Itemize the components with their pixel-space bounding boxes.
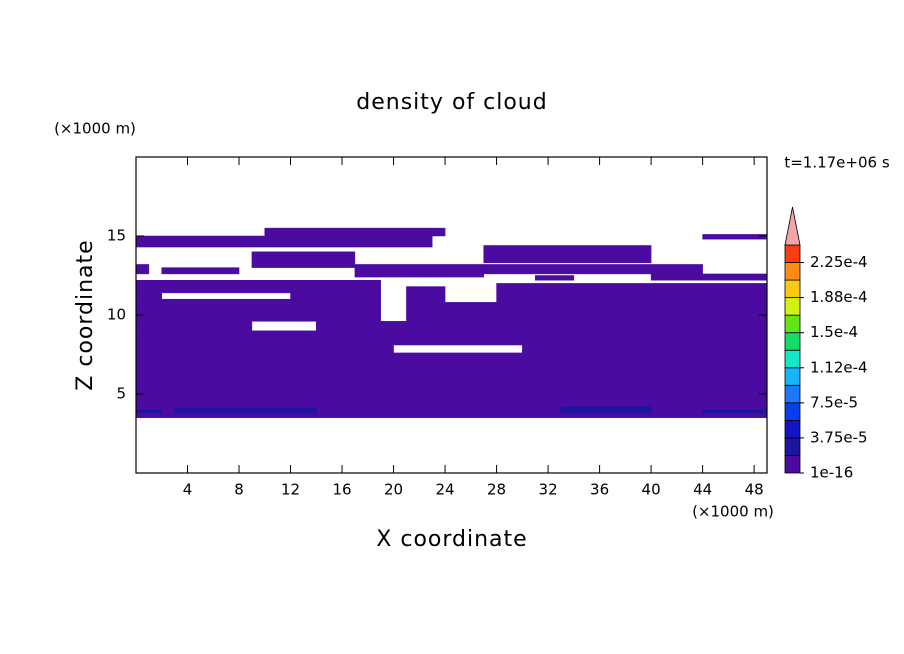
colorbar-tick-label: 1e-16	[810, 464, 853, 482]
cloud-region	[560, 406, 652, 414]
x-tick-label: 12	[281, 481, 300, 499]
cloud-region	[316, 321, 768, 332]
y-tick-label: 5	[116, 385, 126, 403]
x-tick-label: 20	[384, 481, 403, 499]
cloud-region	[135, 264, 150, 275]
colorbar-tick-label: 7.5e-5	[810, 393, 858, 411]
x-tick-label: 16	[332, 481, 351, 499]
y-tick-label: 10	[107, 306, 126, 324]
cloud-region	[135, 298, 381, 322]
cloud-region	[174, 407, 317, 414]
colorbar-segment	[784, 279, 801, 299]
cloud-region	[161, 267, 240, 275]
cloud-region	[702, 234, 768, 240]
colorbar-segment	[784, 297, 801, 316]
cloud-region	[534, 275, 575, 281]
colorbar-tick-label: 2.25e-4	[810, 253, 868, 271]
x-tick-label: 4	[183, 481, 193, 499]
colorbar-segment	[784, 367, 801, 386]
cloud-region	[135, 321, 253, 332]
colorbar-tick-label: 1.88e-4	[810, 288, 868, 306]
chart-title: density of cloud	[356, 90, 547, 115]
x-tick-label: 44	[693, 481, 712, 499]
x-unit: (×1000 m)	[692, 503, 774, 521]
cloud-region	[496, 283, 768, 322]
cloud-region	[290, 292, 381, 300]
cloud-region	[406, 286, 446, 322]
colorbar-tick-label: 1.5e-4	[810, 323, 858, 341]
cloud-region	[135, 279, 381, 294]
cloud-region	[135, 344, 394, 354]
colorbar-segment	[784, 314, 801, 334]
x-tick-label: 24	[436, 481, 455, 499]
colorbar-segment	[784, 402, 801, 421]
cloud-region	[264, 227, 446, 237]
cloud-region	[251, 251, 356, 268]
x-tick-label: 28	[487, 481, 506, 499]
cloud-region	[354, 264, 484, 278]
cloud-region	[135, 330, 768, 346]
colorbar-segment	[784, 455, 801, 474]
cloud-region	[483, 264, 703, 275]
y-axis-label: Z coordinate	[73, 239, 98, 390]
x-tick-label: 8	[234, 481, 244, 499]
cloud-region	[444, 302, 497, 322]
colorbar-tick-label: 1.12e-4	[810, 358, 868, 376]
cloud-region	[702, 409, 768, 414]
cloud-region	[135, 292, 163, 300]
x-tick-label: 32	[539, 481, 558, 499]
colorbar-segment	[784, 384, 801, 404]
time-label: t=1.17e+06 s	[784, 154, 890, 172]
x-tick-label: 36	[590, 481, 609, 499]
cloud-region	[135, 352, 768, 418]
colorbar-extension	[784, 206, 801, 246]
colorbar-segment	[784, 244, 801, 263]
cloud-region	[135, 409, 163, 414]
y-unit: (×1000 m)	[54, 120, 136, 138]
colorbar-segment	[784, 437, 801, 456]
contour-fill	[135, 227, 768, 418]
cloud-region	[135, 235, 433, 248]
colorbar-segment	[784, 349, 801, 369]
colorbar-tick-label: 3.75e-5	[810, 428, 868, 446]
cloud-region	[522, 344, 768, 354]
cloud-region	[483, 245, 652, 264]
x-axis-label: X coordinate	[376, 527, 527, 552]
x-tick-label: 48	[745, 481, 764, 499]
x-tick-label: 40	[642, 481, 661, 499]
cloud-region	[650, 273, 768, 281]
colorbar-segment	[784, 332, 801, 351]
colorbar-segment	[784, 262, 801, 281]
colorbar-segment	[784, 419, 801, 439]
y-tick-label: 15	[107, 227, 126, 245]
